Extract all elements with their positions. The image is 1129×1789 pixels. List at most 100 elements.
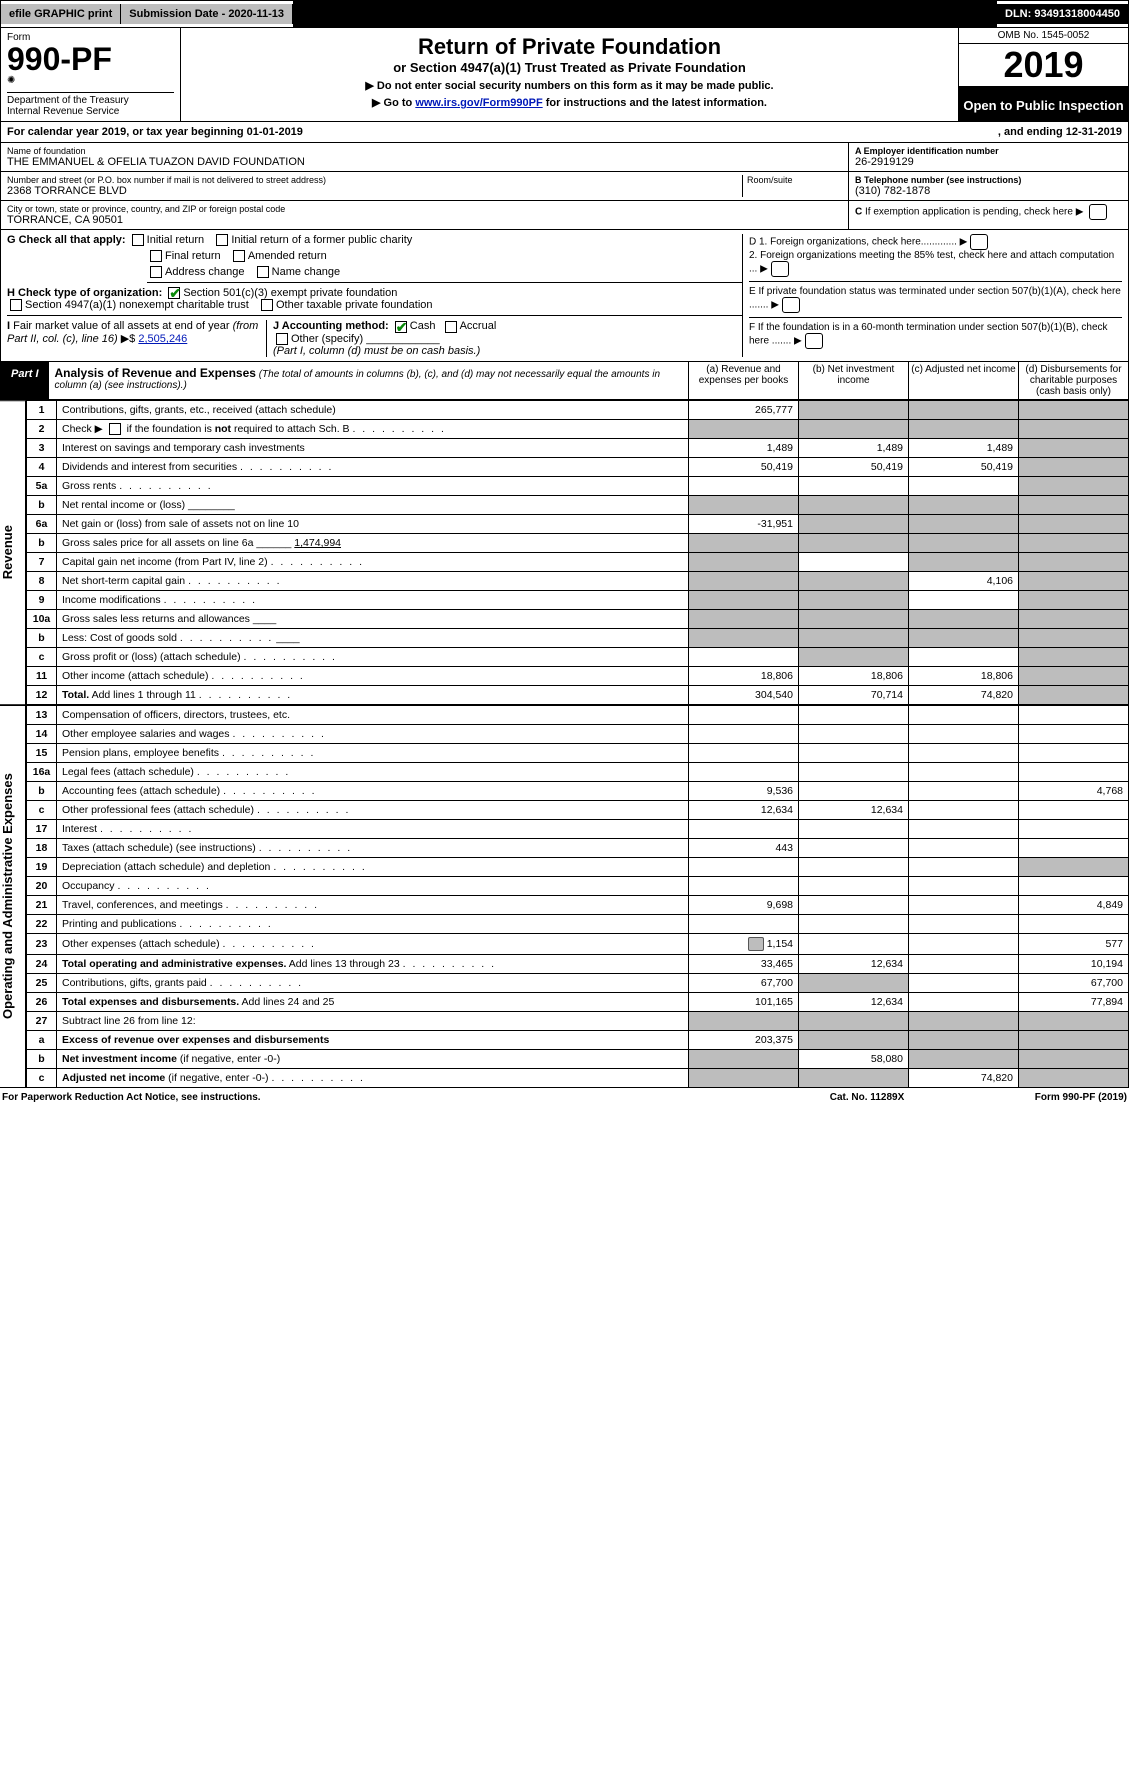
j-label: J Accounting method: (273, 320, 389, 332)
part1-title: Analysis of Revenue and Expenses (55, 366, 256, 380)
4947-checkbox[interactable] (10, 299, 22, 311)
row-16b: bAccounting fees (attach schedule) 9,536… (27, 781, 1129, 800)
amended-return-label: Amended return (248, 250, 327, 262)
dept-treasury: Department of the Treasury (7, 95, 174, 106)
col-b-header: (b) Net investment income (798, 362, 908, 399)
row-27c: cAdjusted net income (if negative, enter… (27, 1068, 1129, 1087)
form-footer-label: Form 990-PF (2019) (947, 1092, 1127, 1103)
cash-checkbox[interactable] (395, 321, 407, 333)
irs-link[interactable]: www.irs.gov/Form990PF (415, 97, 542, 109)
part1-label: Part I (1, 362, 49, 399)
address-change-label: Address change (165, 266, 245, 278)
row-24: 24Total operating and administrative exp… (27, 954, 1129, 973)
calyear-end: , and ending 12-31-2019 (998, 126, 1122, 138)
tel-label: B Telephone number (see instructions) (855, 175, 1021, 185)
checks-block: G Check all that apply: Initial return I… (0, 230, 1129, 362)
final-return-label: Final return (165, 250, 221, 262)
address-change-checkbox[interactable] (150, 266, 162, 278)
schedule-icon[interactable] (748, 937, 764, 951)
row-5b: bNet rental income or (loss) ________ (27, 495, 1129, 514)
efile-label[interactable]: efile GRAPHIC print (1, 4, 121, 24)
schb-checkbox[interactable] (109, 423, 121, 435)
row-8: 8Net short-term capital gain 4,106 (27, 571, 1129, 590)
paperwork-notice: For Paperwork Reduction Act Notice, see … (2, 1092, 787, 1103)
omb-number: OMB No. 1545-0052 (959, 28, 1128, 44)
row-17: 17Interest (27, 819, 1129, 838)
final-return-checkbox[interactable] (150, 250, 162, 262)
expenses-table: 13Compensation of officers, directors, t… (26, 705, 1129, 1088)
other-method-label: Other (specify) (291, 333, 363, 345)
form-subtitle: or Section 4947(a)(1) Trust Treated as P… (187, 60, 952, 75)
row-16c: cOther professional fees (attach schedul… (27, 800, 1129, 819)
row-6a: 6aNet gain or (loss) from sale of assets… (27, 514, 1129, 533)
row-15: 15Pension plans, employee benefits (27, 743, 1129, 762)
other-taxable-checkbox[interactable] (261, 299, 273, 311)
d1-checkbox[interactable] (970, 234, 988, 250)
row-4: 4Dividends and interest from securities … (27, 457, 1129, 476)
ein-label: A Employer identification number (855, 146, 999, 156)
ssn-warning: ▶ Do not enter social security numbers o… (187, 79, 952, 92)
row-5a: 5aGross rents (27, 476, 1129, 495)
city: TORRANCE, CA 90501 (7, 214, 842, 226)
row-21: 21Travel, conferences, and meetings 9,69… (27, 895, 1129, 914)
foundation-name: THE EMMANUEL & OFELIA TUAZON DAVID FOUND… (7, 156, 842, 168)
col-a-header: (a) Revenue and expenses per books (688, 362, 798, 399)
c-exemption-label: C If exemption application is pending, c… (855, 207, 1083, 218)
top-bar: efile GRAPHIC print Submission Date - 20… (0, 0, 1129, 28)
fmv-value[interactable]: 2,505,246 (138, 333, 187, 345)
initial-former-checkbox[interactable] (216, 234, 228, 246)
d2-label: 2. Foreign organizations meeting the 85%… (749, 250, 1114, 275)
other-method-checkbox[interactable] (276, 333, 288, 345)
501c3-checkbox[interactable] (168, 287, 180, 299)
form-number: 990-PF (7, 43, 174, 75)
f-checkbox[interactable] (805, 333, 823, 349)
row-20: 20Occupancy (27, 876, 1129, 895)
row-27: 27Subtract line 26 from line 12: (27, 1011, 1129, 1030)
row-12: 12Total. Add lines 1 through 11 304,5407… (27, 685, 1129, 704)
row-23: 23Other expenses (attach schedule) 1,154… (27, 933, 1129, 954)
row-13: 13Compensation of officers, directors, t… (27, 705, 1129, 724)
row-6b: bGross sales price for all assets on lin… (27, 533, 1129, 552)
city-label: City or town, state or province, country… (7, 204, 842, 214)
name-change-label: Name change (272, 266, 341, 278)
initial-former-label: Initial return of a former public charit… (231, 234, 412, 246)
row-10c: cGross profit or (loss) (attach schedule… (27, 647, 1129, 666)
col-d-header: (d) Disbursements for charitable purpose… (1018, 362, 1128, 399)
amended-return-checkbox[interactable] (233, 250, 245, 262)
row-27a: aExcess of revenue over expenses and dis… (27, 1030, 1129, 1049)
accrual-label: Accrual (460, 320, 497, 332)
d1-label: D 1. Foreign organizations, check here..… (749, 237, 957, 248)
j-note: (Part I, column (d) must be on cash basi… (273, 345, 480, 357)
other-taxable-label: Other taxable private foundation (276, 299, 433, 311)
row-2: 2Check ▶ if the foundation is not requir… (27, 419, 1129, 438)
topbar-spacer (293, 1, 997, 27)
4947-label: Section 4947(a)(1) nonexempt charitable … (25, 299, 249, 311)
row-3: 3Interest on savings and temporary cash … (27, 438, 1129, 457)
name-change-checkbox[interactable] (257, 266, 269, 278)
e-checkbox[interactable] (782, 297, 800, 313)
irs-seal-icon: ✺ (7, 75, 15, 86)
d2-checkbox[interactable] (771, 261, 789, 277)
entity-block: Name of foundation THE EMMANUEL & OFELIA… (0, 143, 1129, 230)
accrual-checkbox[interactable] (445, 321, 457, 333)
row-11: 11Other income (attach schedule) 18,8061… (27, 666, 1129, 685)
row-9: 9Income modifications (27, 590, 1129, 609)
submission-date: Submission Date - 2020-11-13 (121, 4, 293, 24)
row-16a: 16aLegal fees (attach schedule) (27, 762, 1129, 781)
c-checkbox[interactable] (1089, 204, 1107, 220)
goto-note: ▶ Go to www.irs.gov/Form990PF for instru… (187, 96, 952, 109)
g-label: G Check all that apply: (7, 234, 126, 246)
expenses-side-label: Operating and Administrative Expenses (0, 705, 26, 1088)
address: 2368 TORRANCE BLVD (7, 185, 742, 197)
row-10a: 10aGross sales less returns and allowanc… (27, 609, 1129, 628)
telephone: (310) 782-1878 (855, 185, 1122, 197)
cat-no: Cat. No. 11289X (787, 1092, 947, 1103)
expenses-section: Operating and Administrative Expenses 13… (0, 705, 1129, 1088)
open-to-public: Open to Public Inspection (959, 90, 1128, 121)
revenue-side-label: Revenue (0, 400, 26, 705)
form-title: Return of Private Foundation (187, 34, 952, 60)
row-7: 7Capital gain net income (from Part IV, … (27, 552, 1129, 571)
part1-header: Part I Analysis of Revenue and Expenses … (0, 362, 1129, 400)
initial-return-checkbox[interactable] (132, 234, 144, 246)
room-label: Room/suite (747, 175, 842, 185)
